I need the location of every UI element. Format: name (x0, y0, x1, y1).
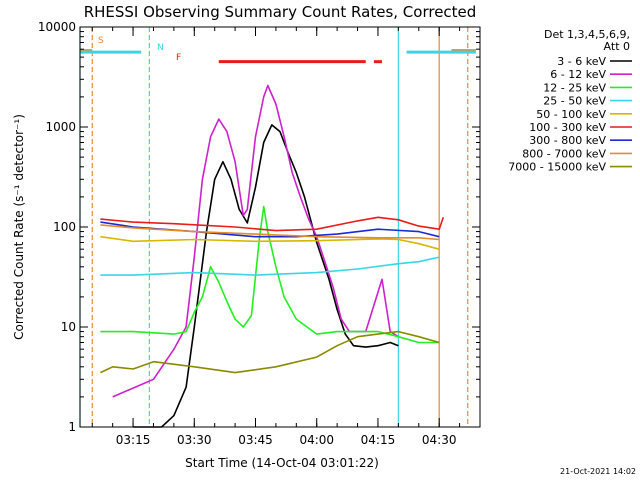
x-tick-label: 04:00 (299, 433, 334, 447)
y-tick-label: 1 (68, 420, 76, 434)
legend-label-5: 100 - 300 keV (529, 121, 606, 134)
plot-area: S N F (79, 27, 476, 428)
series-line-8 (100, 330, 440, 374)
x-tick-label: 04:15 (361, 433, 396, 447)
flag-label-N: N (157, 43, 164, 53)
legend-header-line-2: Att 0 (604, 40, 630, 53)
legend-label-2: 12 - 25 keV (543, 81, 606, 94)
series-line-5 (100, 216, 445, 232)
series-line-7 (100, 224, 440, 241)
legend-label-8: 7000 - 15000 keV (508, 161, 606, 174)
series-line-4 (100, 235, 440, 250)
y-tick-label: 100 (53, 220, 76, 234)
x-tick-label: 03:15 (116, 433, 151, 447)
x-tick-label: 03:45 (238, 433, 273, 447)
x-tick-label: 03:30 (177, 433, 212, 447)
generation-timestamp: 21-Oct-2021 14:02 (560, 467, 636, 476)
x-tick-label: 04:30 (422, 433, 457, 447)
y-axis-label: Corrected Count Rate (s⁻¹ detector⁻¹) (12, 114, 26, 340)
series-line-3 (100, 256, 440, 276)
legend-label-1: 6 - 12 keV (550, 68, 606, 81)
y-tick-label: 1000 (45, 120, 76, 134)
series-line-1 (112, 84, 399, 398)
legend-label-7: 800 - 7000 keV (522, 147, 606, 160)
legend-header-line-1: Det 1,3,4,5,6,9, (544, 28, 630, 41)
y-axis: 1 10 100 1000 10000 (38, 20, 480, 434)
flag-label-S: S (98, 36, 104, 46)
legend-label-3: 25 - 50 keV (543, 95, 606, 108)
y-tick-label: 10000 (38, 20, 76, 34)
y-tick-label: 10 (61, 320, 76, 334)
legend-label-6: 300 - 800 keV (529, 134, 606, 147)
legend-label-0: 3 - 6 keV (557, 55, 606, 68)
x-axis-label: Start Time (14-Oct-04 03:01:22) (185, 456, 379, 470)
flag-label-F: F (176, 53, 181, 63)
legend-label-4: 50 - 100 keV (536, 108, 606, 121)
x-axis: 03:15 03:30 03:45 04:00 04:15 04:30 (91, 27, 481, 447)
chart-title: RHESSI Observing Summary Count Rates, Co… (84, 3, 477, 21)
series-line-0 (133, 124, 399, 428)
